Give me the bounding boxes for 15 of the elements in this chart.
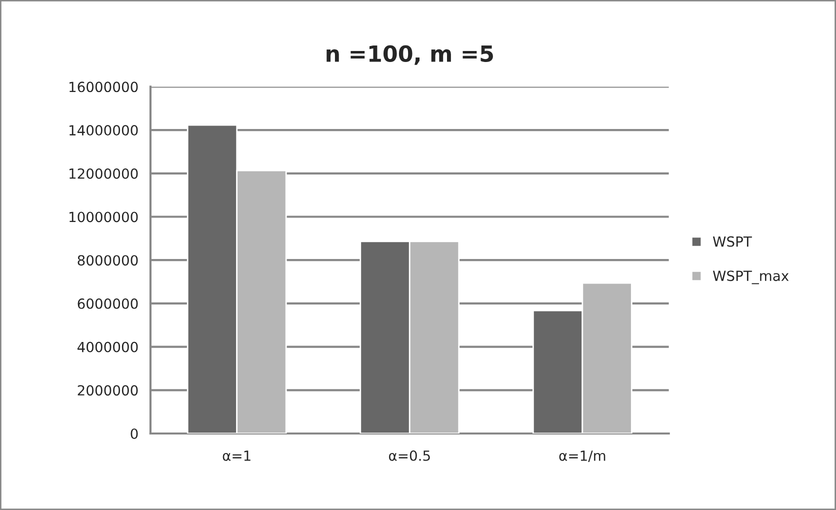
y-tick-label: 12000000 (70, 168, 138, 179)
y-tick-label: 2000000 (78, 385, 138, 396)
y-tick-label: 0 (130, 428, 138, 439)
chart-title: n =100, m =5 (326, 45, 493, 65)
x-tick-label: α=1 (222, 450, 250, 461)
x-tick-label: α=0.5 (388, 450, 430, 461)
x-tick-label: α=1/m (559, 450, 606, 462)
y-tick-label: 14000000 (70, 125, 138, 136)
y-tick-label: 8000000 (78, 255, 138, 266)
legend-label: WSPT_max (712, 270, 789, 284)
y-tick-label: 16000000 (70, 82, 138, 92)
y-tick-label: 10000000 (70, 212, 138, 222)
y-tick-label: 4000000 (77, 342, 138, 352)
legend-label: WSPT (712, 236, 752, 247)
y-tick-label: 6000000 (78, 298, 138, 309)
